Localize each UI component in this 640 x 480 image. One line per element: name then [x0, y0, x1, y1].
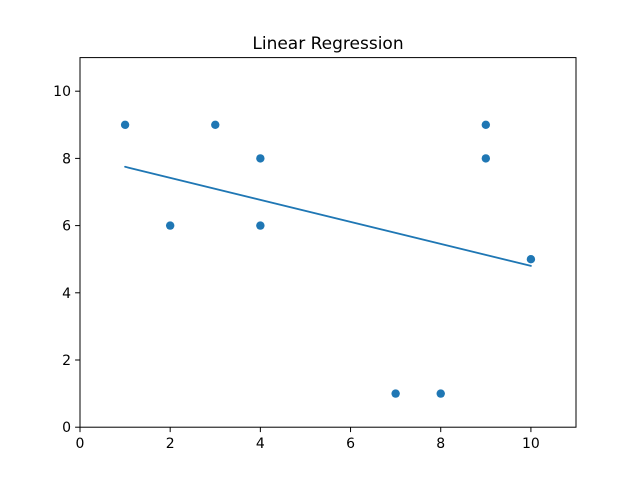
y-tick-label: 0: [62, 420, 71, 436]
y-tick-label: 6: [62, 219, 71, 235]
scatter-point: [436, 389, 445, 398]
scatter-point: [526, 255, 536, 264]
scatter-point: [391, 389, 400, 398]
y-tick-label: 10: [53, 84, 71, 100]
x-tick-label: 8: [436, 436, 445, 452]
scatter-point: [120, 120, 130, 129]
y-tick-label: 8: [62, 151, 71, 167]
scatter-point: [211, 120, 220, 129]
scatter-point: [165, 221, 175, 230]
axes-spines: [79, 57, 577, 428]
x-tick-label: 0: [76, 436, 85, 452]
scatter-point: [256, 221, 265, 230]
y-tick-label: 2: [62, 353, 71, 369]
x-tick-label: 2: [166, 436, 175, 452]
scatter-point: [481, 120, 491, 129]
regression-line: [124, 165, 532, 267]
x-tick-label: 10: [522, 436, 540, 452]
chart-title: Linear Regression: [252, 34, 403, 54]
y-tick-label: 4: [62, 286, 71, 302]
scatter-point: [481, 154, 491, 163]
scatter-point: [256, 154, 265, 163]
x-tick-label: 6: [346, 436, 355, 452]
x-tick-label: 4: [256, 436, 265, 452]
